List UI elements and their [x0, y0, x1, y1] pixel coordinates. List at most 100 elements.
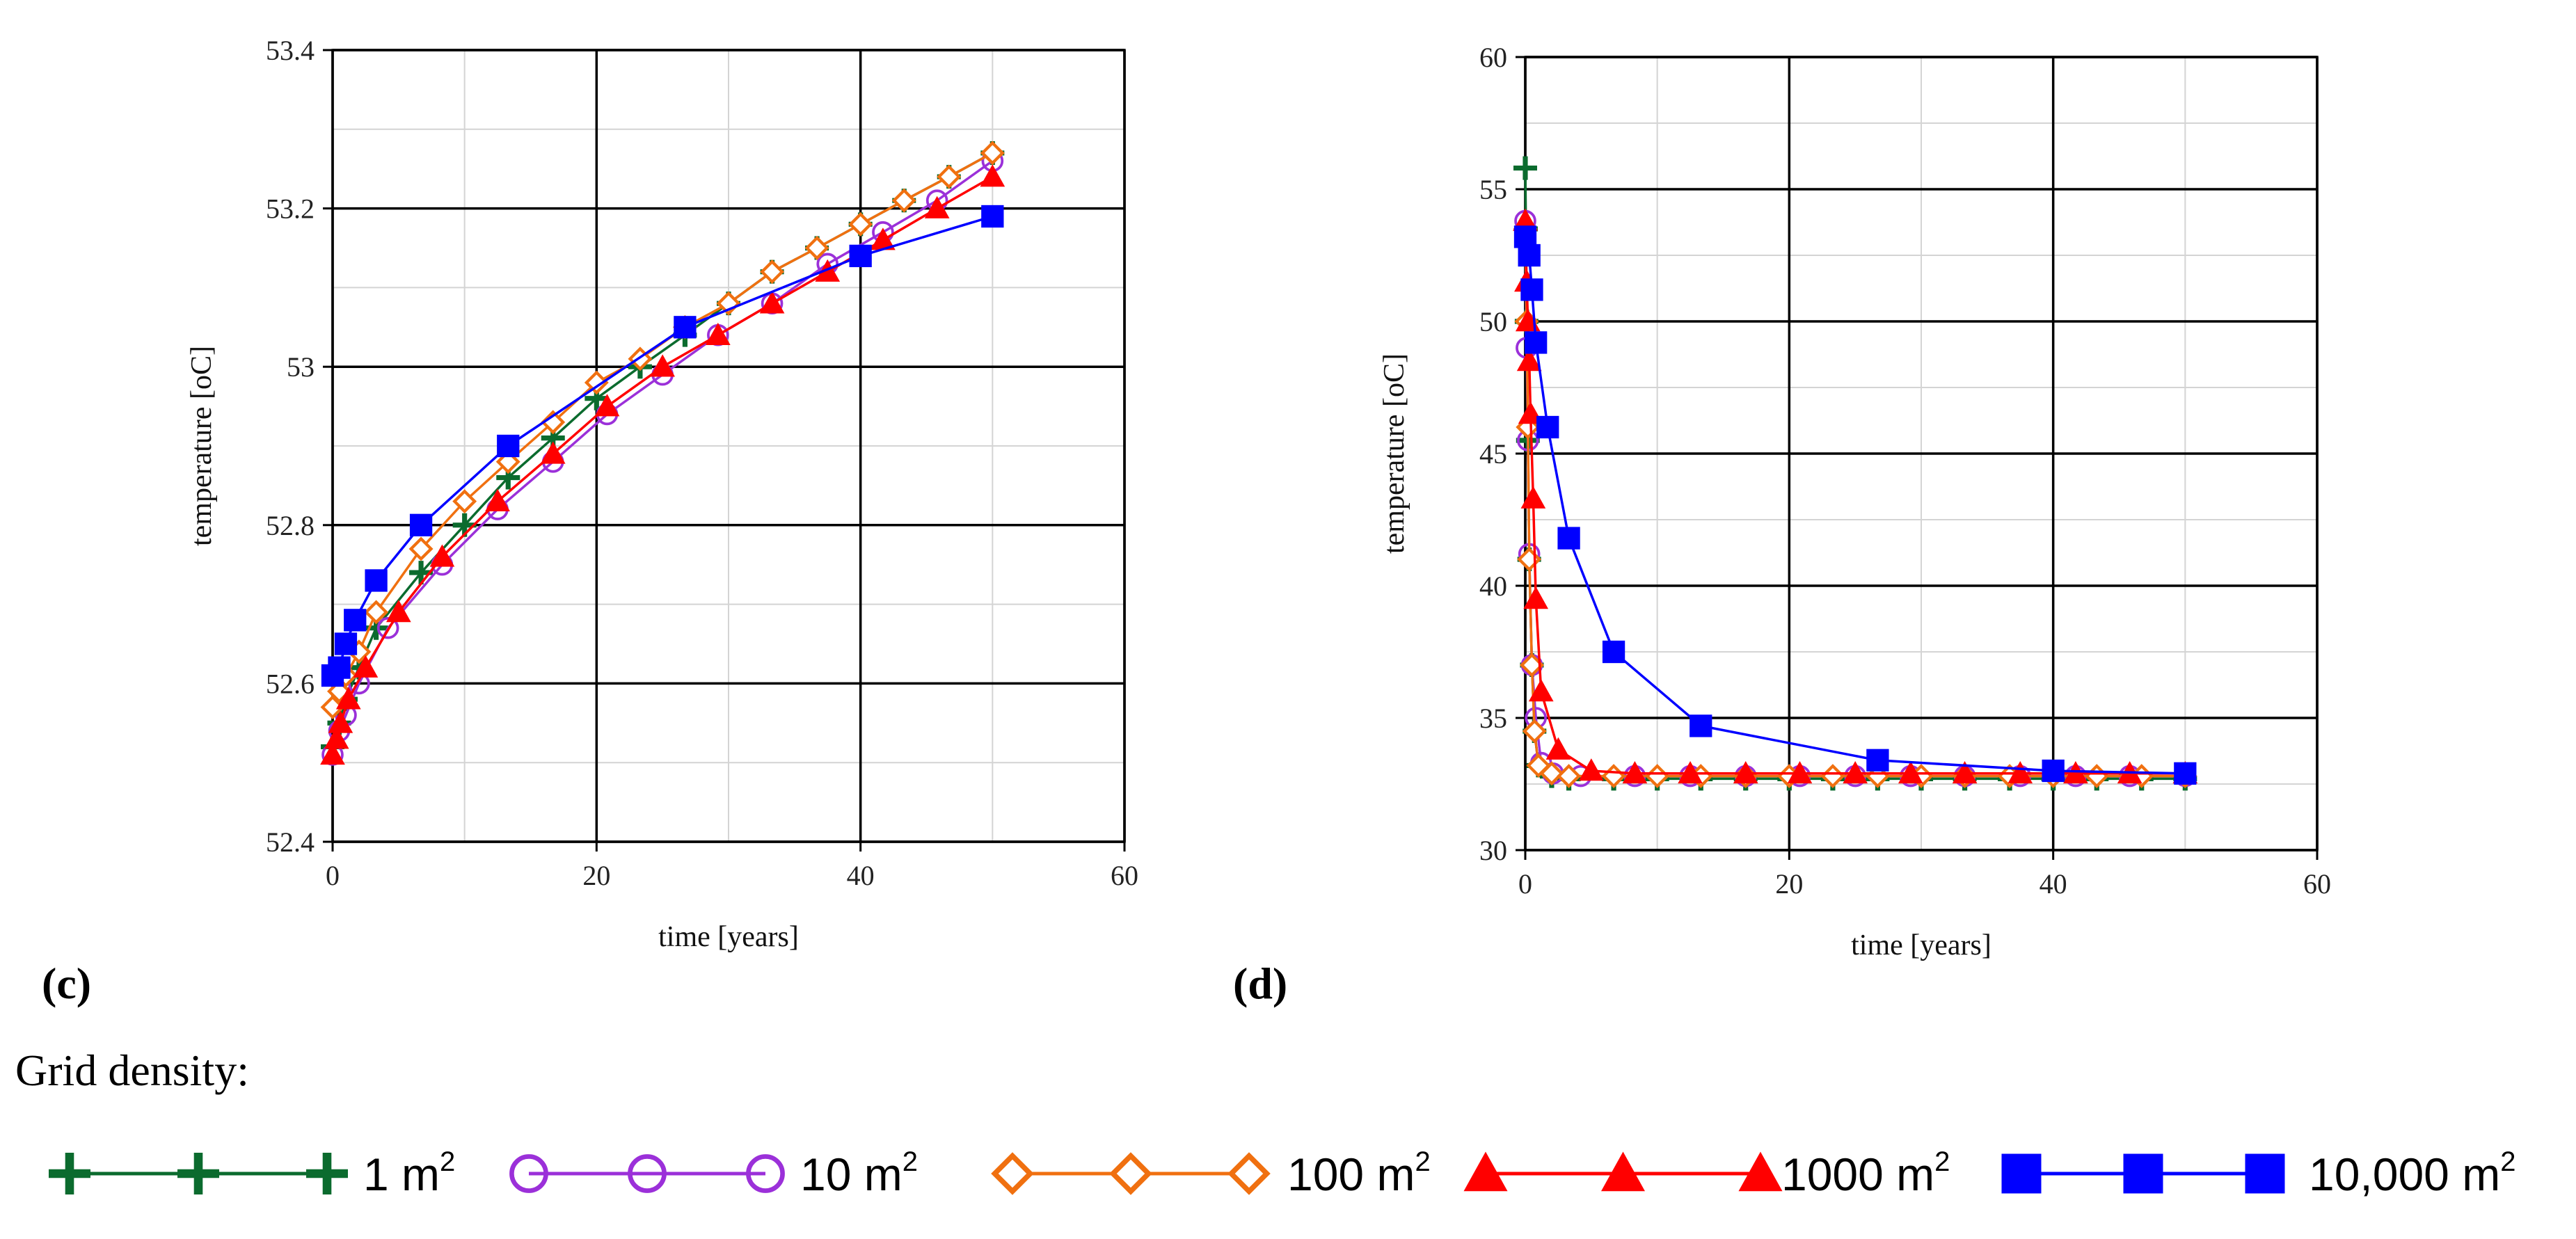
- data-point-10-000-m2: [2042, 759, 2065, 783]
- data-point-10-m2: [376, 616, 399, 639]
- series-line-10-m2: [1524, 221, 2186, 778]
- legend-marker-square: [2123, 1153, 2163, 1194]
- data-point-100-m2: [891, 188, 916, 213]
- legend-marker-plus: [306, 1153, 349, 1194]
- data-point-1000-m2: [1528, 679, 1554, 702]
- data-point-1000-m2: [335, 687, 361, 710]
- data-point-1000-m2: [1578, 758, 1604, 781]
- data-point-10-000-m2: [1520, 278, 1543, 301]
- series-line-10-000-m2: [331, 215, 993, 677]
- data-point-1-m2: [496, 465, 520, 490]
- data-point-1000-m2: [1545, 737, 1571, 760]
- data-point-100-m2: [408, 536, 434, 561]
- panel-letter-c: (c): [42, 959, 91, 1008]
- legend-marker-diamond: [1227, 1152, 1271, 1195]
- data-point-100-m2: [452, 489, 477, 514]
- y-tick-label: 53: [287, 351, 315, 383]
- data-point-1000-m2: [650, 354, 676, 377]
- legend-item-10-m2: 10 m2: [509, 1146, 918, 1200]
- data-point-1000-m2: [385, 600, 411, 623]
- data-point-100-m2: [1539, 761, 1564, 786]
- data-point-1000-m2: [1520, 486, 1546, 509]
- data-point-10-000-m2: [1689, 714, 1712, 737]
- legend-label: 10 m2: [800, 1146, 918, 1200]
- data-point-1000-m2: [324, 726, 349, 749]
- y-tick-label: 52.4: [266, 826, 315, 858]
- data-point-100-m2: [1645, 764, 1670, 789]
- data-point-10-000-m2: [1866, 749, 1889, 772]
- data-point-100-m2: [980, 141, 1005, 166]
- x-axis-label: time [years]: [658, 921, 799, 953]
- x-tick-label: 40: [847, 860, 875, 891]
- data-point-1000-m2: [759, 291, 785, 314]
- data-point-1000-m2: [1523, 586, 1549, 609]
- data-point-1000-m2: [485, 488, 510, 511]
- legend-label-superscript: 2: [903, 1146, 918, 1177]
- legend-marker-triangle: [1738, 1151, 1783, 1192]
- x-tick-label: 60: [2303, 868, 2331, 900]
- data-point-1000-m2: [1513, 208, 1538, 231]
- data-point-10-000-m2: [1525, 331, 1548, 354]
- x-tick-label: 0: [326, 860, 340, 891]
- data-point-10-000-m2: [1536, 415, 1559, 439]
- y-tick-label: 55: [1479, 174, 1507, 205]
- legend-marker-circle: [628, 1154, 667, 1193]
- chart-panel-d: 0 20 40 60 30 35 40 45 50 55 60 time [years] tempera…: [1233, 42, 2331, 1008]
- series-line-1000-m2: [1524, 221, 2186, 775]
- data-point-1000-m2: [328, 710, 353, 733]
- data-point-1000-m2: [540, 441, 566, 464]
- data-point-10-000-m2: [365, 569, 388, 592]
- data-point-100-m2: [2084, 764, 2109, 789]
- data-point-100-m2: [804, 236, 829, 260]
- data-point-100-m2: [541, 410, 566, 435]
- data-point-1000-m2: [353, 655, 379, 678]
- legend-item-100-m2: 100 m2: [991, 1146, 1431, 1200]
- data-point-1000-m2: [594, 394, 620, 417]
- y-tick-label: 50: [1479, 306, 1507, 337]
- x-tick-label: 20: [1775, 868, 1803, 900]
- data-point-1000-m2: [870, 227, 896, 250]
- data-point-1-m2: [409, 561, 434, 585]
- y-tick-label: 30: [1479, 835, 1507, 866]
- x-tick-label: 0: [1518, 868, 1532, 900]
- data-point-1000-m2: [1843, 760, 1868, 784]
- x-axis-label: time [years]: [1851, 929, 1991, 961]
- legend-marker-circle: [509, 1154, 548, 1193]
- panel-letter-d: (d): [1233, 959, 1287, 1008]
- data-point-100-m2: [584, 370, 609, 395]
- legend: Grid density: 1 m2 10 m2 100 m2 1000 m2 10,00…: [15, 1046, 2515, 1200]
- data-point-100-m2: [937, 164, 962, 189]
- data-point-10-000-m2: [409, 513, 433, 536]
- series-layer: [320, 141, 1005, 766]
- data-point-1000-m2: [1733, 760, 1758, 784]
- legend-marker-plus: [177, 1153, 220, 1194]
- legend-marker-square: [2245, 1153, 2285, 1194]
- data-point-1000-m2: [1787, 760, 1813, 784]
- data-point-1000-m2: [924, 195, 950, 218]
- chart-panel-c: 0 20 40 60 52.4 52.6 52.8 53 53.2 53.4 time [years…: [42, 35, 1138, 1008]
- legend-marker-diamond: [1109, 1152, 1152, 1195]
- data-point-1000-m2: [1622, 760, 1648, 784]
- data-point-100-m2: [1601, 764, 1626, 789]
- data-point-1-m2: [364, 616, 388, 640]
- series-line-1-m2: [1524, 168, 2186, 781]
- y-tick-label: 60: [1479, 42, 1507, 73]
- data-point-1000-m2: [705, 322, 731, 345]
- data-point-1000-m2: [1952, 760, 1978, 784]
- y-tick-label: 52.6: [266, 668, 315, 699]
- data-point-100-m2: [1557, 764, 1582, 789]
- data-point-10-000-m2: [1602, 640, 1625, 664]
- legend-marker-square: [2001, 1153, 2042, 1194]
- x-tick-label: 60: [1111, 860, 1138, 891]
- y-tick-label: 53.4: [266, 35, 315, 66]
- data-point-10-000-m2: [344, 609, 367, 632]
- y-tick-label: 52.8: [266, 510, 315, 541]
- y-axis-label: temperature [oC]: [1378, 353, 1410, 554]
- legend-item-10-000-m2: 10,000 m2: [2001, 1146, 2515, 1200]
- legend-label-superscript: 2: [1934, 1146, 1950, 1177]
- legend-title: Grid density:: [15, 1046, 249, 1095]
- data-point-10-000-m2: [1518, 243, 1541, 267]
- data-point-1000-m2: [1898, 760, 1923, 784]
- data-point-100-m2: [1517, 547, 1542, 572]
